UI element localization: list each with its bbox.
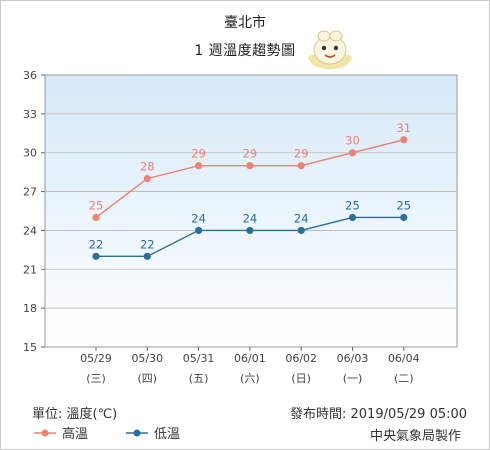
y-tick-label: 21: [23, 263, 37, 276]
low-temp-data-label: 22: [89, 237, 104, 251]
high-temp-point: [297, 162, 305, 170]
y-tick-label: 30: [23, 147, 37, 160]
city-title: 臺北市: [224, 15, 266, 31]
high-temp-point: [400, 136, 408, 144]
low-temp-point: [400, 213, 408, 222]
high-temp-data-label: 28: [140, 160, 155, 174]
low-temp-point: [143, 252, 151, 260]
x-tick-label: 05/30: [131, 352, 163, 365]
high-temp-point: [246, 162, 254, 170]
legend-low-marker: [133, 429, 141, 437]
x-weekday-label: (一): [343, 372, 363, 385]
high-temp-data-label: 29: [191, 147, 206, 161]
published-time: 發布時間: 2019/05/29 05:00: [290, 407, 468, 422]
legend-high-marker: [41, 429, 49, 437]
low-temp-data-label: 24: [243, 211, 258, 225]
x-weekday-label: (三): [86, 372, 106, 385]
x-weekday-label: (日): [291, 372, 311, 385]
high-temp-point: [143, 175, 151, 183]
high-temp-data-label: 29: [294, 147, 309, 161]
low-temp-point: [195, 226, 203, 235]
x-tick-label: 06/01: [234, 352, 266, 365]
y-tick-label: 33: [23, 108, 37, 121]
low-temp-data-label: 24: [294, 211, 309, 225]
x-tick-label: 06/03: [337, 352, 369, 365]
low-temp-point: [297, 226, 305, 235]
x-weekday-label: (五): [189, 372, 209, 385]
low-temp-point: [348, 213, 357, 222]
unit-label: 單位: 溫度(℃): [32, 407, 118, 422]
x-tick-label: 05/29: [80, 352, 112, 365]
x-weekday-label: (二): [394, 372, 414, 385]
x-tick-label: 06/02: [285, 352, 317, 365]
low-temp-data-label: 22: [140, 237, 155, 251]
x-weekday-label: (六): [240, 372, 260, 385]
low-temp-data-label: 24: [191, 211, 206, 225]
y-tick-label: 27: [23, 186, 37, 199]
x-weekday-label: (四): [138, 372, 158, 385]
legend-high-label: 高溫: [62, 426, 88, 442]
legend: 高溫 低溫: [34, 426, 180, 442]
chart-title: 1 週溫度趨勢圖: [194, 43, 296, 59]
high-temp-point: [92, 213, 100, 222]
y-tick-label: 24: [23, 224, 37, 237]
low-temp-point: [92, 252, 100, 260]
x-tick-label: 05/31: [183, 352, 215, 365]
high-temp-data-label: 30: [345, 134, 360, 148]
low-temp-point: [246, 226, 254, 235]
high-temp-data-label: 31: [396, 121, 411, 135]
weather-mascot-icon: [308, 30, 352, 69]
low-temp-data-label: 25: [345, 198, 360, 212]
credit-label: 中央氣象局製作: [370, 429, 462, 444]
y-tick-label: 36: [23, 69, 37, 82]
y-tick-label: 15: [23, 341, 37, 354]
temperature-chart: 15 18 21 24 27 30 33 36 05/29 (三) 05/30 (四) 05/31 (五)…: [23, 69, 458, 385]
legend-low-label: 低溫: [154, 427, 180, 442]
high-temp-point: [195, 162, 203, 170]
plot-area: [44, 74, 458, 348]
high-temp-point: [348, 149, 357, 157]
high-temp-data-label: 25: [89, 198, 104, 212]
y-tick-label: 18: [23, 302, 37, 315]
low-temp-data-label: 25: [396, 198, 411, 212]
high-temp-data-label: 29: [243, 147, 258, 161]
x-tick-label: 06/04: [388, 352, 420, 365]
